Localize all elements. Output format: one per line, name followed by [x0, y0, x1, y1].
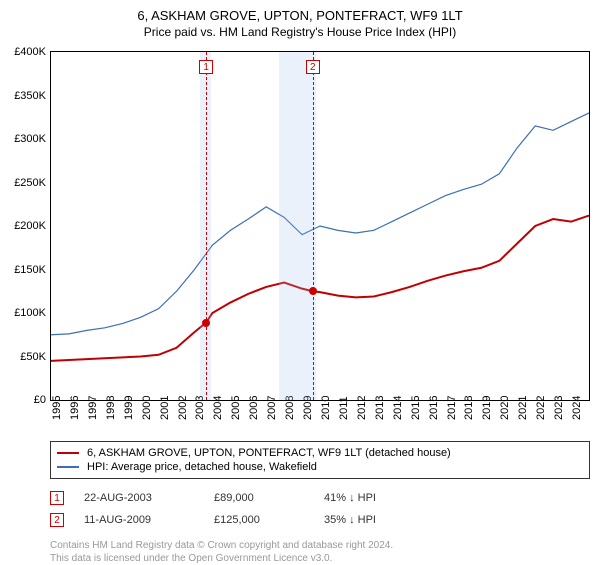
x-tick: 2004 [212, 396, 224, 420]
chart-title: 6, ASKHAM GROVE, UPTON, PONTEFRACT, WF9 … [0, 0, 600, 23]
x-tick: 1996 [69, 396, 81, 420]
plot-area: £0£50K£100K£150K£200K£250K£300K£350K£400… [50, 51, 590, 401]
chart-svg [51, 52, 589, 400]
y-tick: £150K [1, 264, 46, 276]
x-tick: 2019 [481, 396, 493, 420]
licence-line-2: This data is licensed under the Open Gov… [50, 552, 590, 565]
sale-price: £125,000 [214, 514, 304, 526]
x-tick: 2011 [338, 396, 350, 420]
sale-row: 2 11-AUG-2009 £125,000 35% ↓ HPI [50, 509, 590, 531]
x-tick: 2001 [159, 396, 171, 420]
recession-band [279, 52, 317, 400]
legend-label: HPI: Average price, detached house, Wake… [87, 461, 317, 473]
y-tick: £100K [1, 307, 46, 319]
y-tick: £0 [1, 394, 46, 406]
sale-annotations: 1 22-AUG-2003 £89,000 41% ↓ HPI 2 11-AUG-2009… [50, 487, 590, 531]
chart-subtitle: Price paid vs. HM Land Registry's House … [0, 23, 600, 39]
legend-swatch [57, 466, 79, 468]
sale-date: 11-AUG-2009 [84, 514, 194, 526]
x-tick: 2023 [553, 396, 565, 420]
sale-dot [202, 319, 210, 327]
sale-date: 22-AUG-2003 [84, 492, 194, 504]
y-tick: £200K [1, 220, 46, 232]
sale-marker-label: 1 [199, 60, 213, 74]
x-tick: 2000 [141, 396, 153, 420]
x-tick: 1995 [51, 396, 63, 420]
legend: 6, ASKHAM GROVE, UPTON, PONTEFRACT, WF9 … [50, 441, 590, 479]
legend-row: 6, ASKHAM GROVE, UPTON, PONTEFRACT, WF9 … [57, 446, 583, 460]
x-tick: 2021 [517, 396, 529, 420]
licence-line-1: Contains HM Land Registry data © Crown c… [50, 539, 590, 552]
legend-swatch [57, 452, 79, 454]
legend-label: 6, ASKHAM GROVE, UPTON, PONTEFRACT, WF9 … [87, 447, 451, 459]
y-tick: £300K [1, 133, 46, 145]
x-tick: 1999 [123, 396, 135, 420]
sale-marker-line [206, 52, 207, 400]
legend-row: HPI: Average price, detached house, Wake… [57, 460, 583, 474]
x-tick: 1997 [87, 396, 99, 420]
sale-marker-label: 2 [306, 60, 320, 74]
sale-marker-line [313, 52, 314, 400]
y-tick: £350K [1, 90, 46, 102]
series-line [51, 216, 589, 361]
sale-price: £89,000 [214, 492, 304, 504]
licence-text: Contains HM Land Registry data © Crown c… [50, 539, 590, 565]
sale-delta: 35% ↓ HPI [324, 514, 434, 526]
x-tick: 2012 [356, 396, 368, 420]
sale-row: 1 22-AUG-2003 £89,000 41% ↓ HPI [50, 487, 590, 509]
x-tick: 2016 [428, 396, 440, 420]
x-tick: 2017 [446, 396, 458, 420]
y-tick: £250K [1, 177, 46, 189]
x-tick: 2014 [392, 396, 404, 420]
y-tick: £400K [1, 46, 46, 58]
sale-row-marker: 1 [50, 491, 64, 505]
x-tick: 2013 [374, 396, 386, 420]
y-tick: £50K [1, 351, 46, 363]
x-tick: 2022 [535, 396, 547, 420]
x-tick: 2006 [248, 396, 260, 420]
sale-delta: 41% ↓ HPI [324, 492, 434, 504]
x-tick: 2020 [499, 396, 511, 420]
x-tick: 2005 [230, 396, 242, 420]
sale-dot [309, 287, 317, 295]
x-tick: 2002 [177, 396, 189, 420]
x-tick: 2024 [571, 396, 583, 420]
x-tick: 2018 [463, 396, 475, 420]
sale-row-marker: 2 [50, 513, 64, 527]
series-line [51, 113, 589, 335]
x-tick: 2015 [410, 396, 422, 420]
x-tick: 1998 [105, 396, 117, 420]
x-tick: 2007 [266, 396, 278, 420]
x-tick: 2010 [320, 396, 332, 420]
